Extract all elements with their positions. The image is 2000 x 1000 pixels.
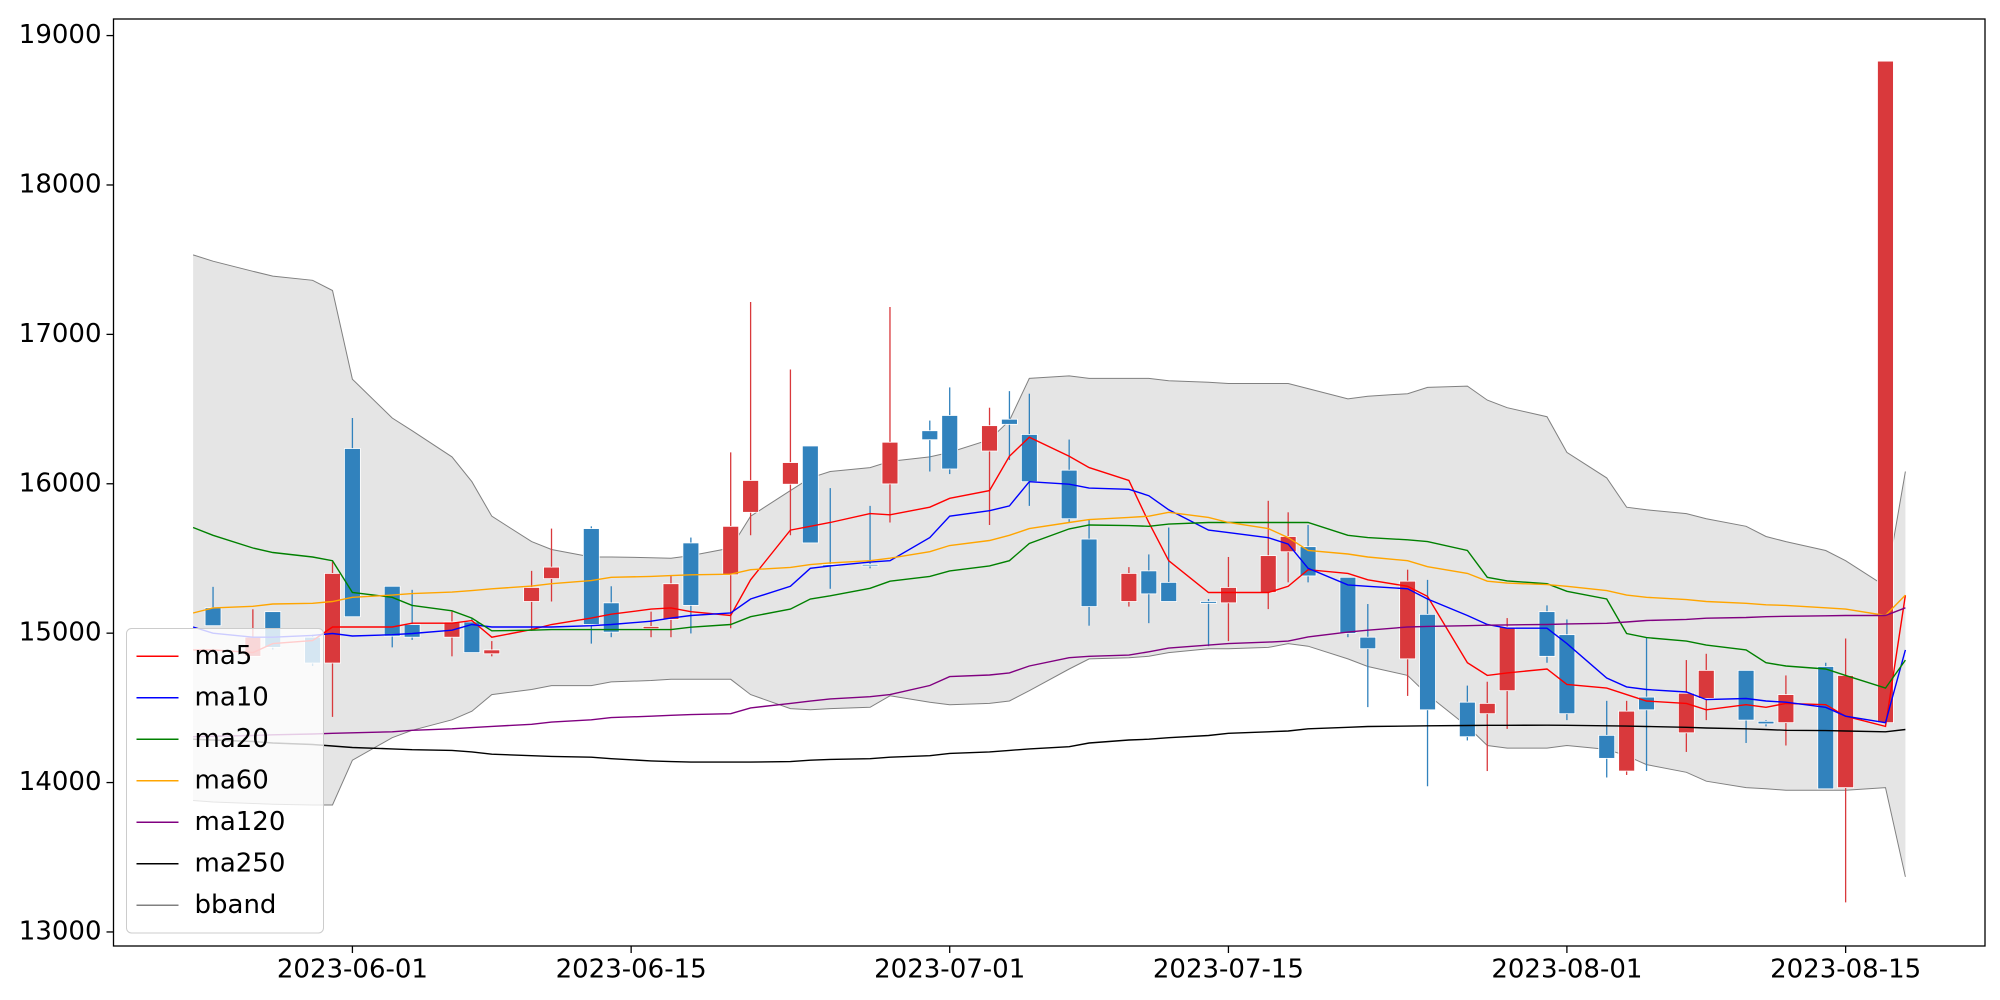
candle-body [941, 415, 959, 470]
legend: ma5 ma10 ma20 ma60 ma120 ma250 bband [126, 628, 324, 934]
legend-label: ma20 [195, 724, 269, 754]
candle-body [722, 525, 740, 576]
x-tick-label: 2023-07-15 [1153, 955, 1304, 985]
candle-body [1160, 581, 1178, 602]
candle-body [881, 441, 899, 485]
plot-frame [112, 18, 1986, 947]
candle-body [782, 462, 799, 485]
candle-body [1259, 555, 1277, 593]
x-tick-label: 2023-08-01 [1491, 955, 1642, 985]
candle-body [582, 528, 600, 625]
candle-body [1299, 546, 1317, 577]
candle-body [921, 430, 939, 441]
candle-body [204, 607, 222, 627]
candle-body [1220, 587, 1237, 604]
candle-body [1598, 734, 1616, 759]
candle-body [1200, 601, 1217, 604]
ma-line [192, 480, 1907, 724]
candle-body [463, 621, 481, 653]
candle-body [1339, 576, 1357, 634]
y-tick-label: 15000 [19, 618, 102, 648]
candle-body [801, 445, 819, 544]
candle-body [602, 602, 620, 633]
candle-body [1419, 613, 1436, 711]
candle-body [1538, 611, 1556, 657]
ma-line [193, 436, 1907, 728]
ma-line [192, 521, 1906, 689]
candle-body [543, 566, 560, 580]
x-tick-label: 2023-06-01 [277, 955, 428, 985]
ma-line [193, 607, 1906, 738]
y-tick-label: 13000 [19, 916, 102, 946]
legend-label: ma10 [195, 682, 269, 712]
candle-body [403, 624, 421, 638]
candle-body [1478, 702, 1496, 715]
candle-body [742, 480, 759, 513]
candle-body [1060, 469, 1078, 520]
x-tick-label: 2023-07-01 [874, 955, 1025, 985]
candle-body [1737, 669, 1755, 721]
legend-label: ma5 [195, 641, 253, 671]
candle-body [324, 573, 341, 664]
y-tick-label: 18000 [19, 169, 102, 199]
candle-body [1120, 573, 1138, 602]
candle-body [1558, 634, 1576, 715]
legend-label: bband [195, 890, 277, 920]
candle-body [483, 649, 501, 655]
candle-body [1498, 626, 1516, 692]
legend-label: ma60 [195, 765, 269, 795]
bband-fill [193, 254, 1906, 877]
x-tick-label: 2023-06-15 [556, 955, 707, 985]
y-tick-label: 19000 [19, 20, 102, 50]
candle-body [1080, 538, 1098, 607]
bband-upper [192, 254, 1906, 588]
candle-body [1140, 570, 1158, 595]
ma-line [193, 724, 1906, 763]
candle-body [1697, 669, 1715, 699]
y-tick-label: 16000 [19, 468, 102, 498]
candle-body [1777, 694, 1795, 724]
candle-body [383, 585, 401, 637]
candle-body [1757, 720, 1775, 725]
ma-line [192, 511, 1906, 617]
candle-body [1359, 636, 1377, 650]
y-tick-label: 17000 [19, 319, 102, 349]
x-tick-label: 2023-08-15 [1770, 955, 1921, 985]
legend-label: ma120 [195, 807, 286, 837]
candle-body [662, 583, 680, 620]
candle-body [642, 626, 660, 630]
candle-body [861, 564, 879, 567]
candle-body [344, 448, 361, 618]
candle-body [1877, 60, 1894, 724]
candle-body [1001, 418, 1018, 425]
candle-body [1458, 701, 1476, 738]
legend-label: ma250 [195, 848, 286, 878]
candle-body [1399, 580, 1416, 660]
candle-body [1618, 710, 1635, 772]
candle-body [523, 587, 540, 602]
y-tick-label: 14000 [19, 767, 102, 797]
candle-body [981, 425, 998, 452]
candle-body [1817, 666, 1835, 790]
legend-box [126, 628, 324, 934]
